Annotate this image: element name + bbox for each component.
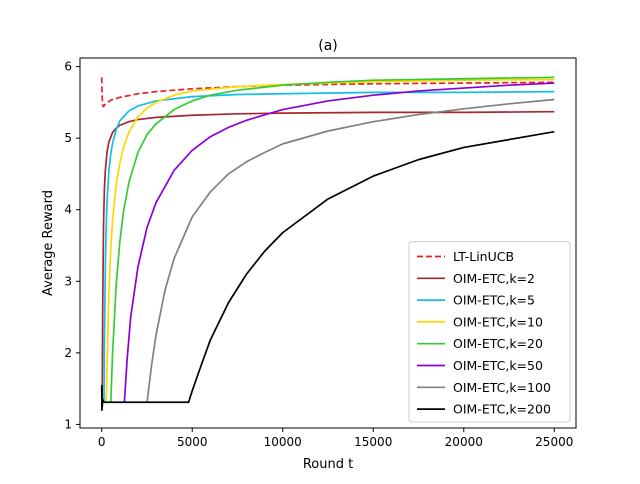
legend-box <box>408 241 571 423</box>
series-line-7 <box>146 98 555 404</box>
x-tick-label: 20000 <box>445 435 483 449</box>
y-tick-label: 5 <box>64 131 72 145</box>
x-tick-label: 5000 <box>177 435 208 449</box>
x-tick-label: 0 <box>98 435 106 449</box>
series-line-1 <box>100 77 555 108</box>
series-line-2 <box>101 110 555 403</box>
legend-label: OIM-ETC,k=5 <box>453 293 535 308</box>
series-line-8 <box>100 130 555 411</box>
x-tick-label: 25000 <box>535 435 573 449</box>
series-layer <box>100 76 555 411</box>
legend-label: OIM-ETC,k=50 <box>453 358 543 373</box>
x-tick-label: 15000 <box>354 435 392 449</box>
chart-title: (a) <box>318 38 338 54</box>
y-tick-label: 3 <box>64 274 72 288</box>
y-tick-label: 1 <box>64 417 72 431</box>
plot-frame <box>79 57 577 429</box>
legend: LT-LinUCB OIM-ETC,k=2 OIM-ETC,k=5 OIM-ETC,k… <box>408 241 571 423</box>
x-tick-label: 10000 <box>264 435 302 449</box>
legend-label: LT-LinUCB <box>453 249 514 264</box>
legend-label: OIM-ETC,k=2 <box>453 271 535 286</box>
series-line-6 <box>123 82 555 404</box>
y-axis-label: Average Reward <box>41 190 56 296</box>
legend-label: OIM-ETC,k=100 <box>453 380 551 395</box>
series-line-5 <box>109 76 555 403</box>
x-axis-label: Round t <box>303 457 353 472</box>
legend-label: OIM-ETC,k=10 <box>453 314 543 329</box>
legend-label: OIM-ETC,k=20 <box>453 336 543 351</box>
y-tick-label: 4 <box>64 203 72 217</box>
legend-label: OIM-ETC,k=200 <box>453 402 551 417</box>
series-line-3 <box>103 90 555 403</box>
y-tick-label: 6 <box>64 60 72 74</box>
axis-layer: 0 5000 10000 15000 20000 25000 1 2 3 4 5 6 <box>64 60 573 449</box>
y-tick-label: 2 <box>64 346 72 360</box>
